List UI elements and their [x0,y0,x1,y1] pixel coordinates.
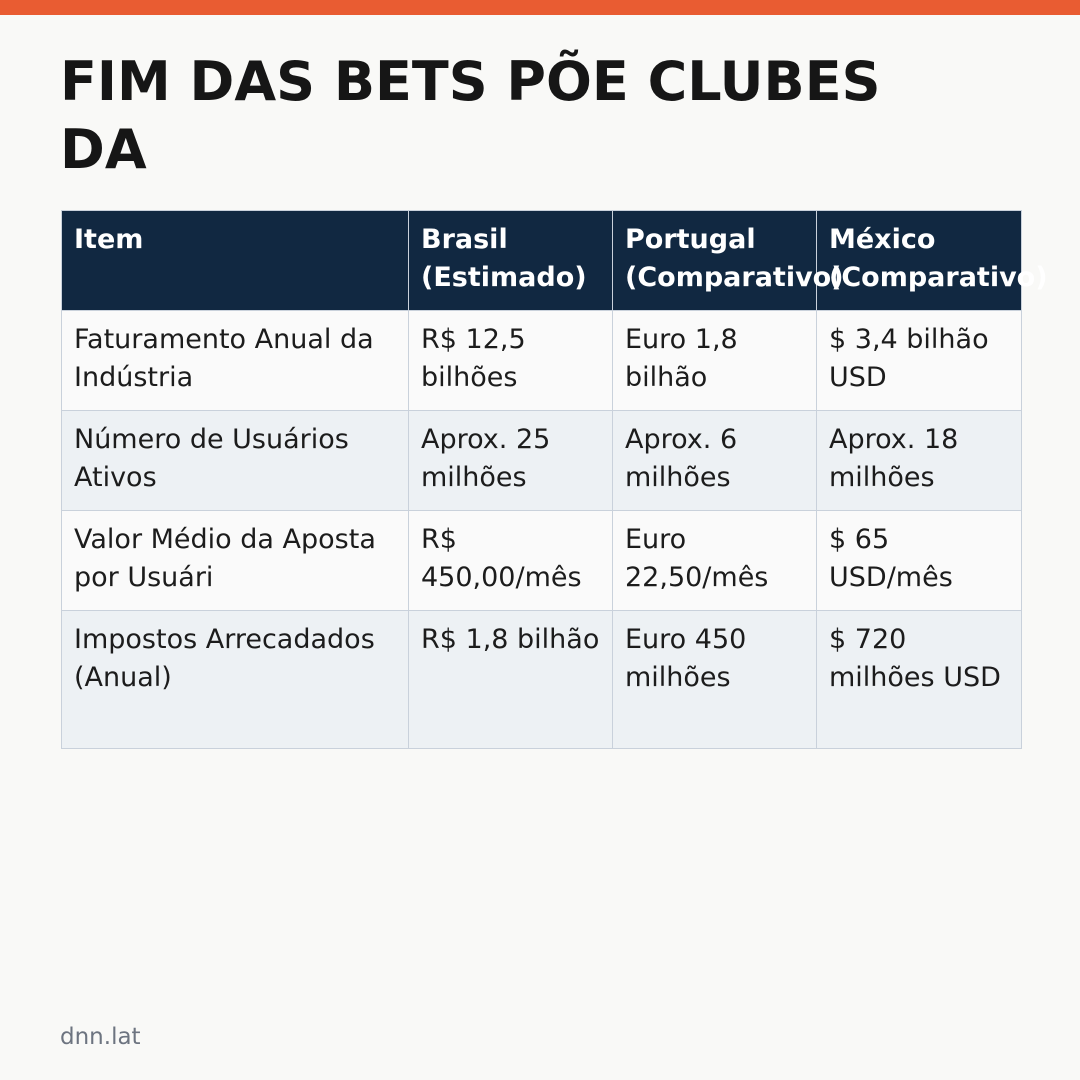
comparison-table: Item Brasil (Estimado) Portugal (Compara… [61,210,1048,749]
table-row: Número de Usuários Ativos Aprox. 25 milh… [61,410,1022,511]
cell-mexico: $ 3,4 bilhão USD [816,310,1022,411]
page-title: FIM DAS BETS PÕE CLUBES DA [60,50,881,181]
cell-portugal: Euro 1,8 bilhão [612,310,817,411]
cell-brasil: Aprox. 25 milhões [408,410,613,511]
table-row: Impostos Arrecadados (Anual) R$ 1,8 bilh… [61,610,1022,749]
header-portugal: Portugal (Comparativo) [612,210,844,311]
row-label: Valor Médio da Aposta por Usuári [61,510,409,611]
site-footer: dnn.lat [60,1024,141,1050]
cell-portugal: Aprox. 6 milhões [612,410,817,511]
table-header-row: Item Brasil (Estimado) Portugal (Compara… [61,210,1048,311]
cell-brasil: R$ 450,00/mês [408,510,613,611]
table-row: Faturamento Anual da Indústria R$ 12,5 b… [61,310,1022,411]
table-row: Valor Médio da Aposta por Usuári R$ 450,… [61,510,1022,611]
header-item: Item [61,210,409,311]
row-label: Número de Usuários Ativos [61,410,409,511]
cell-mexico: $ 65 USD/mês [816,510,1022,611]
header-brasil: Brasil (Estimado) [408,210,613,311]
cell-portugal: Euro 450 milhões [612,610,817,749]
cell-brasil: R$ 12,5 bilhões [408,310,613,411]
cell-portugal: Euro 22,50/mês [612,510,817,611]
accent-bar [0,0,1080,15]
cell-mexico: $ 720 milhões USD [816,610,1022,749]
cell-mexico: Aprox. 18 milhões [816,410,1022,511]
row-label: Impostos Arrecadados (Anual) [61,610,409,749]
header-mexico: México (Comparativo) [816,210,1048,311]
cell-brasil: R$ 1,8 bilhão [408,610,613,749]
row-label: Faturamento Anual da Indústria [61,310,409,411]
